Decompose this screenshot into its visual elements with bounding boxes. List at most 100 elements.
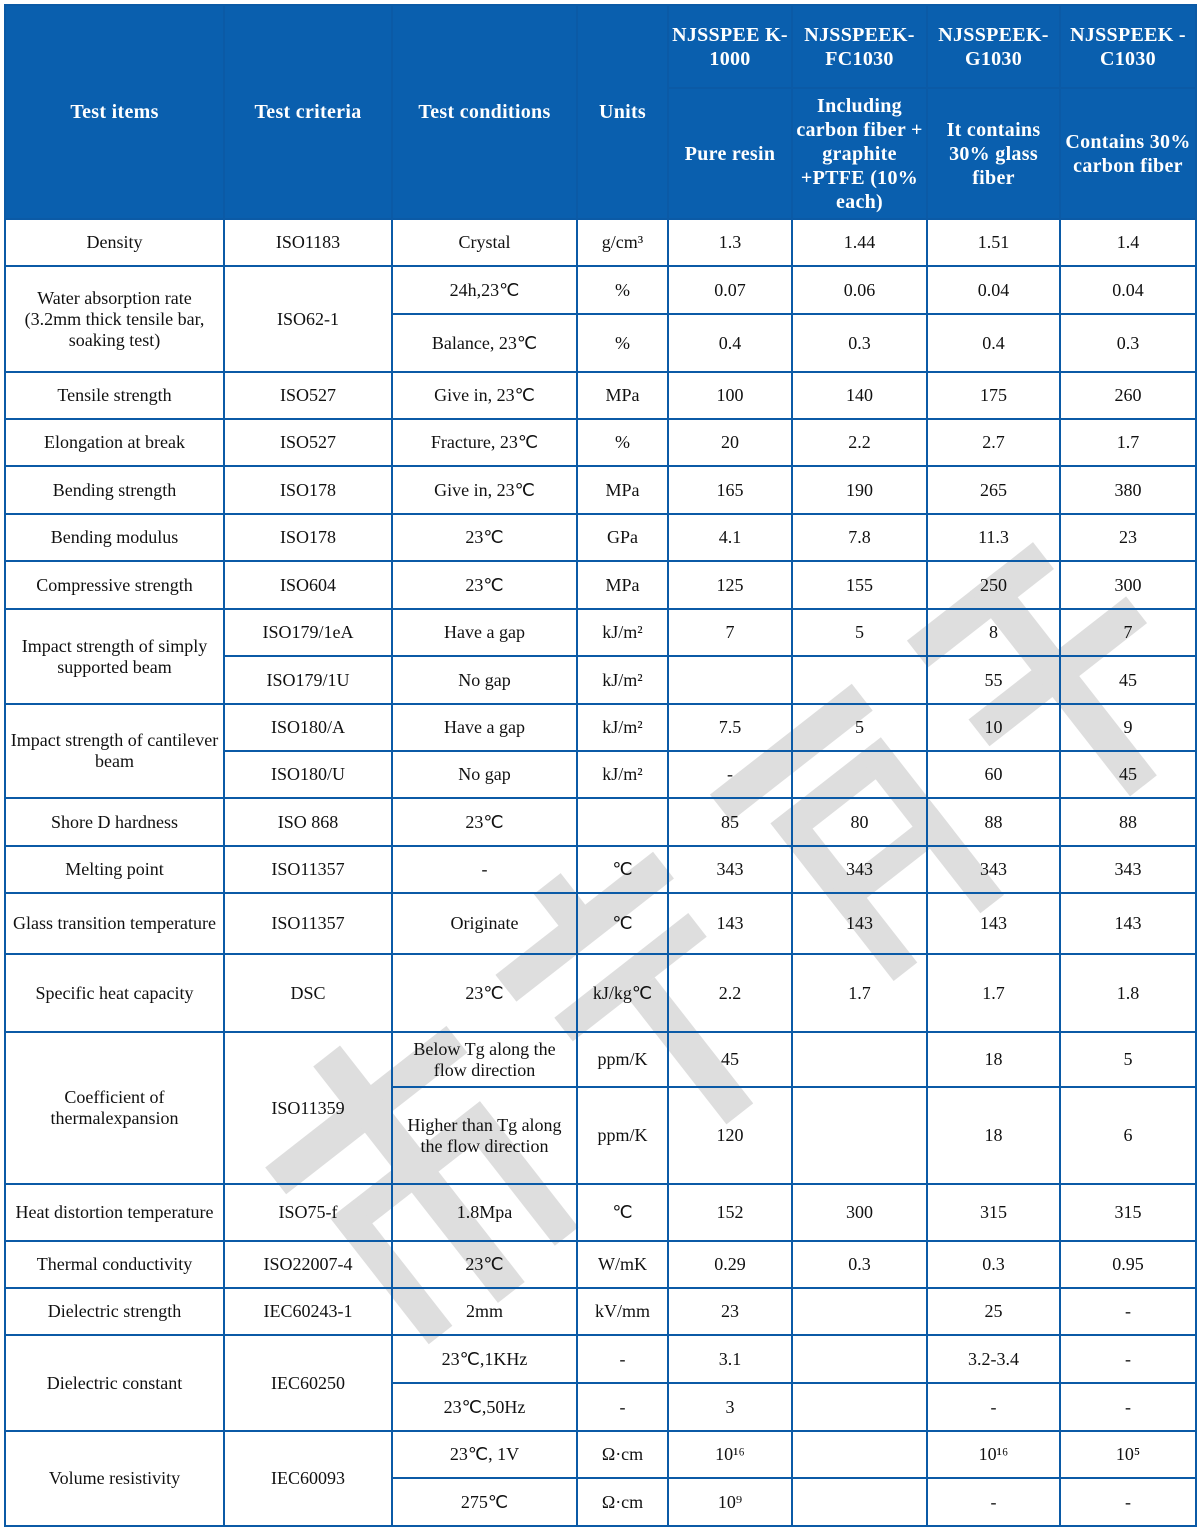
table-cell: 5 bbox=[791, 703, 928, 752]
table-cell: Fracture, 23℃ bbox=[391, 418, 578, 467]
table-cell: 18 bbox=[926, 1086, 1061, 1185]
table-cell: Balance, 23℃ bbox=[391, 313, 578, 373]
table-cell bbox=[791, 1430, 928, 1479]
table-cell: kJ/m² bbox=[576, 750, 669, 799]
table-cell: 300 bbox=[1059, 560, 1197, 610]
table-cell: Heat distortion temperature bbox=[4, 1183, 225, 1242]
table-cell: kV/mm bbox=[576, 1287, 669, 1336]
table-cell: ISO604 bbox=[223, 560, 393, 610]
table-cell: 0.3 bbox=[791, 313, 928, 373]
table-cell: Density bbox=[4, 218, 225, 267]
table-cell: 2.2 bbox=[791, 418, 928, 467]
table-cell bbox=[791, 1031, 928, 1088]
header-product-desc: Pure resin bbox=[667, 87, 793, 220]
table-cell: 140 bbox=[791, 371, 928, 420]
table-cell: ISO62-1 bbox=[223, 265, 393, 373]
table-cell: 0.3 bbox=[791, 1240, 928, 1289]
table-cell: - bbox=[1059, 1334, 1197, 1384]
table-cell: 143 bbox=[791, 892, 928, 955]
table-cell: 3 bbox=[667, 1382, 793, 1432]
table-cell: 88 bbox=[926, 797, 1061, 847]
peek-properties-table: Test items Test criteria Test conditions… bbox=[4, 4, 1197, 1527]
table-cell: IEC60093 bbox=[223, 1430, 393, 1527]
table-cell: % bbox=[576, 418, 669, 467]
table-cell: kJ/m² bbox=[576, 608, 669, 657]
table-row: Melting point ISO11357- ℃ 343 343 343 343 bbox=[4, 845, 1197, 894]
table-row: Tensile strength ISO527 Give in, 23℃ MPa 100… bbox=[4, 371, 1197, 420]
table-cell: ISO1183 bbox=[223, 218, 393, 267]
table-cell: 1.3 bbox=[667, 218, 793, 267]
table-cell: ISO 868 bbox=[223, 797, 393, 847]
table-row: Bending modulus ISO178 23℃ GPa 4.1 7.8 11.3 23 bbox=[4, 513, 1197, 562]
table-cell bbox=[791, 655, 928, 705]
table-row: Higher than Tg along the flow direction p… bbox=[5, 1086, 1197, 1185]
header-product-desc: Including carbon fiber + graphite +PTFE … bbox=[791, 87, 928, 220]
table-cell: Specific heat capacity bbox=[4, 953, 225, 1033]
table-cell: kJ/m² bbox=[576, 703, 669, 752]
table-cell: ISO180/U bbox=[223, 750, 393, 799]
table-cell: 88 bbox=[1059, 797, 1197, 847]
table-cell: 100 bbox=[667, 371, 793, 420]
table-cell: 152 bbox=[667, 1183, 793, 1242]
table-cell: Give in, 23℃ bbox=[391, 371, 578, 420]
table-cell: 300 bbox=[791, 1183, 928, 1242]
table-cell: kJ/m² bbox=[576, 655, 669, 705]
table-cell: ISO22007-4 bbox=[223, 1240, 393, 1289]
table-cell: 5 bbox=[791, 608, 928, 657]
table-cell: Originate bbox=[391, 892, 578, 955]
header-test-conditions: Test conditions bbox=[391, 4, 578, 220]
table-cell: Have a gap bbox=[391, 703, 578, 752]
table-row: Specific heat capacity DSC 23℃ kJ/kg℃ 2.2 1.7… bbox=[4, 953, 1197, 1033]
table-cell: MPa bbox=[576, 560, 669, 610]
table-cell: 7.5 bbox=[667, 703, 793, 752]
table-row: Impact strength of cantilever beam ISO180… bbox=[4, 703, 1197, 799]
table-row: Elongation at break ISO527 Fracture, 23℃% 2… bbox=[4, 418, 1197, 467]
table-cell: ppm/K bbox=[576, 1031, 669, 1088]
table-row: Impact strength of simply supported beam… bbox=[4, 608, 1197, 705]
table-cell bbox=[576, 797, 669, 847]
table-cell: - bbox=[576, 1334, 669, 1384]
table-cell: Dielectric strength bbox=[4, 1287, 225, 1336]
table-cell: ISO527 bbox=[223, 371, 393, 420]
table-cell: 10⁹ bbox=[667, 1477, 793, 1527]
table-cell: Dielectric constant bbox=[4, 1334, 225, 1432]
table-cell: 265 bbox=[926, 465, 1061, 515]
table-cell: Water absorption rate (3.2mm thick tensi… bbox=[4, 265, 225, 373]
table-cell: 2.2 bbox=[667, 953, 793, 1033]
table-cell: 55 bbox=[926, 655, 1061, 705]
header-product-name: NJSSPEE K-1000 bbox=[667, 4, 793, 89]
table-cell bbox=[667, 655, 793, 705]
table-cell: 0.04 bbox=[926, 265, 1061, 315]
table-cell: 1.7 bbox=[926, 953, 1061, 1033]
table-cell: 23℃ bbox=[391, 560, 578, 610]
table-cell: 1.44 bbox=[791, 218, 928, 267]
table-cell: 24h,23℃ bbox=[391, 265, 578, 315]
table-cell: 125 bbox=[667, 560, 793, 610]
table-cell: 8 bbox=[926, 608, 1061, 657]
table-cell: 1.4 bbox=[1059, 218, 1197, 267]
table-cell: 10⁵ bbox=[1059, 1430, 1197, 1479]
table-cell: MPa bbox=[576, 465, 669, 515]
table-cell: Bending modulus bbox=[4, 513, 225, 562]
table-row: Volume resistivity IEC60093 23℃, 1V Ω·cm 10¹… bbox=[4, 1430, 1197, 1527]
table-cell: 23℃,50Hz bbox=[391, 1382, 578, 1432]
table-cell bbox=[791, 1334, 928, 1384]
table-cell: GPa bbox=[576, 513, 669, 562]
table-row: Density ISO1183 Crystal g/cm³ 1.3 1.44 1.51 1.4 bbox=[4, 218, 1197, 267]
table-row: Water absorption rate (3.2mm thick tensi… bbox=[4, 265, 1197, 373]
table-cell: 0.4 bbox=[926, 313, 1061, 373]
table-cell: - bbox=[926, 1382, 1061, 1432]
table-cell: 9 bbox=[1059, 703, 1197, 752]
table-cell: Shore D hardness bbox=[4, 797, 225, 847]
table-cell: 155 bbox=[791, 560, 928, 610]
table-cell: Impact strength of cantilever beam bbox=[4, 703, 225, 799]
table-cell: 275℃ bbox=[391, 1477, 578, 1527]
table-cell: ISO527 bbox=[223, 418, 393, 467]
table-cell: 175 bbox=[926, 371, 1061, 420]
table-cell bbox=[791, 1477, 928, 1527]
table-cell: 143 bbox=[926, 892, 1061, 955]
table-cell: Melting point bbox=[4, 845, 225, 894]
table-cell: 45 bbox=[1059, 750, 1197, 799]
table-cell: ISO75-f bbox=[223, 1183, 393, 1242]
table-cell: Tensile strength bbox=[4, 371, 225, 420]
